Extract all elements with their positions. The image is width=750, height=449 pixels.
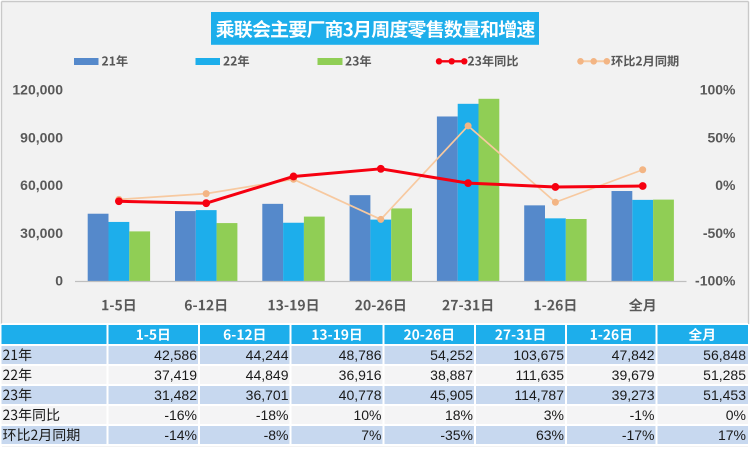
svg-text:44,244: 44,244 <box>246 347 289 363</box>
svg-text:50%: 50% <box>707 129 736 145</box>
svg-text:120,000: 120,000 <box>12 82 63 98</box>
svg-text:54,252: 54,252 <box>430 347 473 363</box>
svg-text:7%: 7% <box>361 427 381 443</box>
svg-text:10%: 10% <box>353 407 381 423</box>
svg-text:47,842: 47,842 <box>612 347 655 363</box>
svg-text:42,586: 42,586 <box>154 347 197 363</box>
svg-text:103,675: 103,675 <box>513 347 564 363</box>
svg-text:39,273: 39,273 <box>612 387 655 403</box>
svg-text:-8%: -8% <box>264 427 289 443</box>
svg-text:38,887: 38,887 <box>430 367 473 383</box>
svg-text:36,701: 36,701 <box>246 387 289 403</box>
svg-text:-1%: -1% <box>630 407 655 423</box>
svg-text:30,000: 30,000 <box>20 225 63 241</box>
svg-text:111,635: 111,635 <box>515 367 564 383</box>
svg-text:45,905: 45,905 <box>430 387 473 403</box>
svg-text:3%: 3% <box>544 407 564 423</box>
svg-text:-14%: -14% <box>164 427 197 443</box>
svg-text:0%: 0% <box>726 407 746 423</box>
svg-text:51,285: 51,285 <box>703 367 746 383</box>
svg-text:60,000: 60,000 <box>20 177 63 193</box>
svg-text:0%: 0% <box>715 177 736 193</box>
svg-text:56,848: 56,848 <box>703 347 746 363</box>
svg-text:-17%: -17% <box>622 427 655 443</box>
svg-text:51,453: 51,453 <box>703 387 746 403</box>
svg-text:40,778: 40,778 <box>339 387 382 403</box>
svg-text:100%: 100% <box>700 82 736 98</box>
svg-text:37,419: 37,419 <box>154 367 197 383</box>
svg-text:-16%: -16% <box>164 407 197 423</box>
svg-text:90,000: 90,000 <box>20 129 63 145</box>
svg-text:0: 0 <box>55 273 63 289</box>
svg-text:-100%: -100% <box>695 273 736 289</box>
svg-text:48,786: 48,786 <box>339 347 382 363</box>
svg-text:63%: 63% <box>536 427 564 443</box>
svg-text:31,482: 31,482 <box>154 387 197 403</box>
svg-text:-50%: -50% <box>703 225 736 241</box>
svg-text:17%: 17% <box>718 427 746 443</box>
svg-text:36,916: 36,916 <box>339 367 382 383</box>
svg-text:-18%: -18% <box>256 407 289 423</box>
svg-text:18%: 18% <box>445 407 473 423</box>
svg-text:39,679: 39,679 <box>612 367 655 383</box>
svg-text:114,787: 114,787 <box>514 387 564 403</box>
svg-text:44,849: 44,849 <box>246 367 289 383</box>
svg-text:-35%: -35% <box>440 427 473 443</box>
